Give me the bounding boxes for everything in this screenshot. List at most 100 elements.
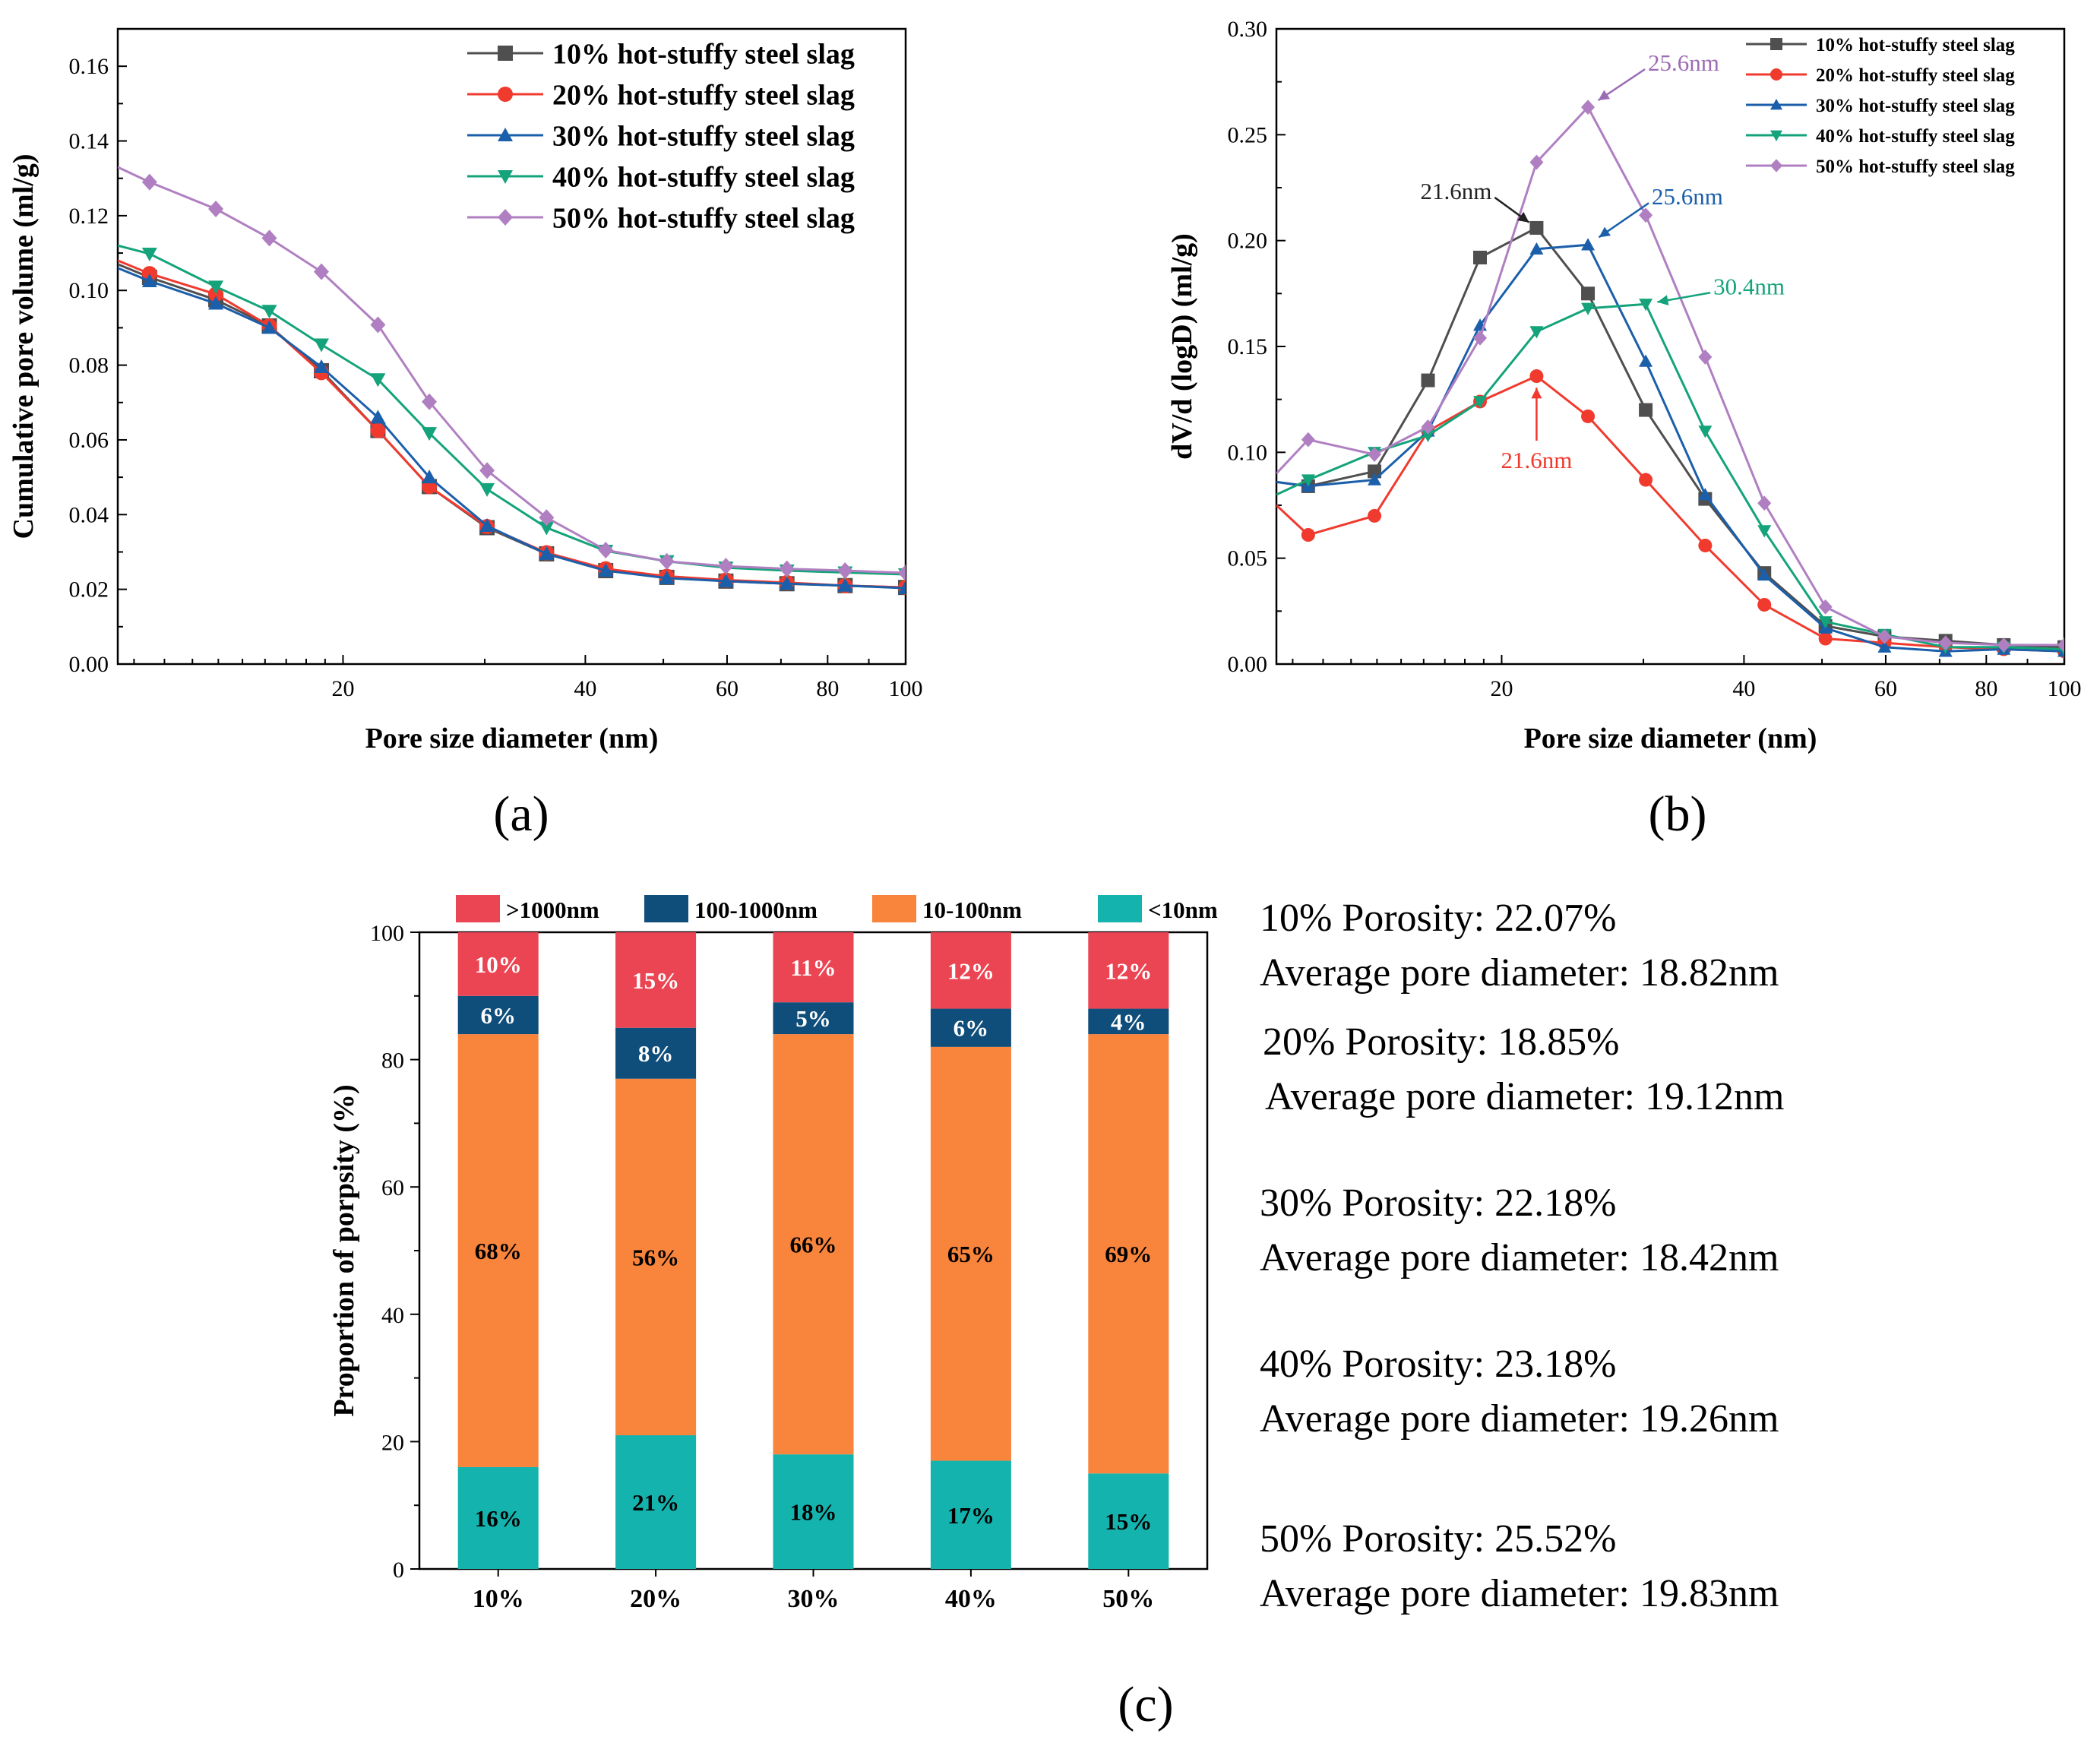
segment-data-label: 16%: [475, 1505, 522, 1532]
data-point: [1757, 597, 1772, 612]
segment-data-label: 21%: [632, 1489, 679, 1516]
panel-b-pore-size-distribution: 20 40 60 80 100 0.00 0.05 0.10 0.15 0.20 0.25 0.30 P…: [1166, 17, 2082, 842]
data-point: [1473, 250, 1488, 264]
data-point: [422, 393, 438, 410]
data-point: [779, 576, 795, 590]
peak-annotation: 21.6nm: [1421, 178, 1530, 223]
data-point: [1818, 616, 1833, 629]
average-pore-diameter: Average pore diameter: 19.26nm: [1260, 1397, 1779, 1441]
legend-label: 10% hot-stuffy steel slag: [552, 38, 855, 70]
bar-segment: [930, 1046, 1011, 1461]
panel-label: (b): [1649, 786, 1707, 842]
average-pore-diameter: Average pore diameter: 19.83nm: [1260, 1572, 1779, 1615]
data-point: [1368, 447, 1382, 463]
porosity-value: 20% Porosity: 18.85%: [1263, 1020, 1619, 1064]
bar-stack-50pct: 15% 69% 4% 12%: [1088, 932, 1169, 1569]
segment-data-label: 56%: [632, 1244, 679, 1270]
x-tick-label: 100: [889, 676, 923, 701]
legend-label: 20% hot-stuffy steel slag: [1816, 65, 2015, 86]
bar-segment: [773, 1002, 854, 1035]
data-point: [837, 577, 853, 592]
data-point: [141, 248, 157, 262]
data-point: [370, 422, 386, 438]
data-point: [370, 373, 386, 387]
data-point: [1529, 154, 1544, 170]
x-tick-label: 80: [816, 676, 839, 701]
legend-marker: [498, 46, 513, 61]
data-point: [1473, 330, 1488, 346]
segment-data-label: 15%: [1105, 1508, 1152, 1535]
y-tick-label: 0.05: [1228, 546, 1268, 571]
series-2: [1276, 369, 2064, 659]
panel-a-cumulative-pore-volume: 20 40 60 80 100 0.00 0.02 0.04 0.06 0.08 0.10 0.12 0…: [8, 27, 923, 842]
bar-segment: [457, 995, 539, 1035]
bar-segment: [1088, 932, 1169, 1009]
data-point: [898, 580, 906, 595]
series-line: [118, 267, 906, 590]
plot-frame: [1275, 27, 2066, 666]
segment-data-label: 11%: [790, 954, 836, 981]
data-point: [314, 359, 330, 374]
x-category-label: 30%: [788, 1585, 840, 1613]
data-point: [2057, 637, 2064, 653]
data-point: [422, 470, 438, 484]
average-pore-diameter: Average pore diameter: 19.12nm: [1265, 1075, 1784, 1118]
legend-label: 30% hot-stuffy steel slag: [1816, 96, 2015, 116]
y-tick-label: 0.06: [69, 428, 109, 453]
series-1: [1276, 220, 2064, 654]
x-tick-label: 40: [1732, 676, 1755, 701]
data-point: [208, 280, 224, 295]
data-point: [1698, 350, 1713, 365]
segment-data-label: 15%: [632, 967, 679, 994]
bar-segment: [615, 1078, 697, 1436]
series-line: [1276, 302, 2064, 650]
bar-segment: [615, 932, 697, 1028]
segment-data-label: 68%: [475, 1238, 522, 1264]
peak-annotation: 30.4nm: [1657, 273, 1785, 306]
data-point: [370, 316, 386, 334]
segment-data-label: 6%: [954, 1015, 989, 1042]
data-point: [1698, 538, 1713, 552]
bar-stack-40pct: 17% 65% 6% 12%: [930, 932, 1011, 1569]
series-3: [1276, 238, 2064, 657]
data-point: [261, 320, 277, 334]
porosity-note: 30% Porosity: 22.18% Average pore diamete…: [1260, 1181, 1779, 1279]
data-point: [898, 565, 906, 582]
x-tick-label: 20: [1490, 676, 1513, 701]
annotation-label: 21.6nm: [1421, 178, 1492, 204]
data-point: [1529, 369, 1544, 384]
peak-annotation: 25.6nm: [1597, 49, 1719, 102]
legend-label: 30% hot-stuffy steel slag: [552, 120, 855, 152]
legend-label: 40% hot-stuffy steel slag: [1816, 126, 2015, 147]
y-tick-label: 0.16: [69, 54, 109, 79]
plot-area: [1276, 100, 2064, 659]
bar-segment: [615, 1027, 697, 1079]
porosity-value: 10% Porosity: 22.07%: [1260, 897, 1616, 940]
data-point: [837, 562, 853, 580]
x-category-label: 50%: [1102, 1585, 1154, 1613]
data-point: [1818, 631, 1833, 646]
data-point: [1698, 425, 1713, 438]
y-tick-label: 0: [393, 1558, 404, 1583]
segment-data-label: 8%: [638, 1040, 674, 1067]
data-point: [1639, 299, 1653, 312]
porosity-value: 30% Porosity: 22.18%: [1260, 1181, 1616, 1225]
bar-segment: [457, 1466, 539, 1569]
porosity-value: 50% Porosity: 25.52%: [1260, 1517, 1616, 1561]
data-point: [1698, 488, 1713, 501]
data-point: [141, 173, 157, 191]
bar-segment: [773, 1454, 854, 1569]
legend-label: 50% hot-stuffy steel slag: [552, 202, 855, 234]
x-axis-label: Pore size diameter (nm): [365, 723, 659, 754]
data-point: [1301, 474, 1315, 487]
data-point: [1421, 419, 1435, 435]
segment-data-label: 12%: [1105, 957, 1152, 984]
x-tick-label: 100: [2048, 676, 2082, 701]
legend-label: <10nm: [1148, 897, 1218, 923]
y-tick-label: 0.10: [1228, 440, 1268, 465]
bar-segment: [930, 932, 1011, 1009]
x-tick-label: 40: [574, 676, 596, 701]
segment-data-label: 69%: [1105, 1241, 1152, 1267]
annotation-arrow-head: [1531, 387, 1542, 399]
